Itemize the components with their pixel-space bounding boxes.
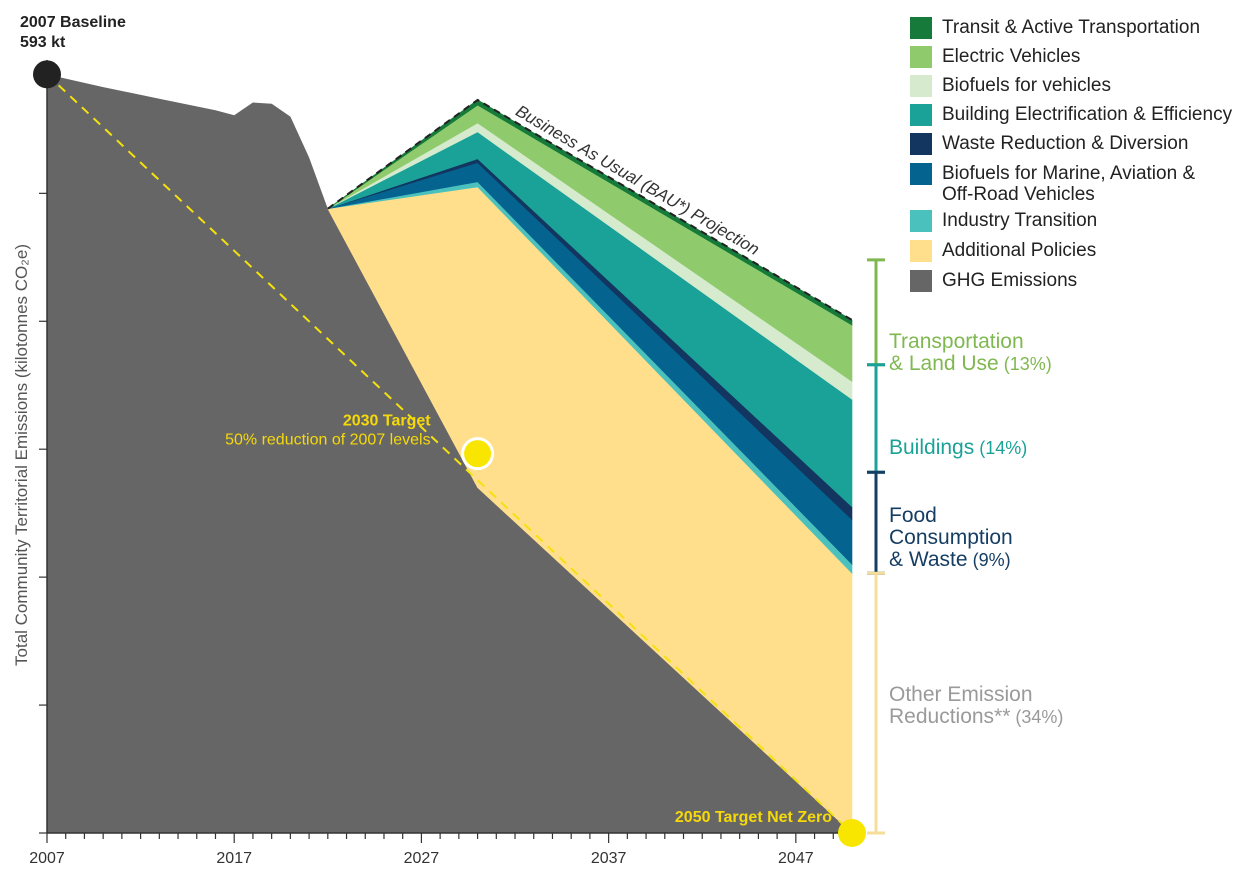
target-2030-title: 2030 Target — [343, 413, 431, 430]
legend-swatch — [910, 240, 932, 262]
category-percent: (34%) — [1010, 707, 1064, 727]
bracket-3 — [867, 571, 885, 835]
wedge-transit-active-transportation — [327, 99, 853, 326]
legend-swatch — [910, 75, 932, 97]
legend-label: GHG Emissions — [942, 270, 1078, 291]
baseline-value: 593 kt — [20, 34, 66, 51]
baseline-marker — [33, 60, 61, 89]
target-2050-marker — [838, 819, 866, 847]
x-tick-label: 2007 — [29, 850, 65, 867]
category-label: Other Emission Reductions** (34%) — [889, 684, 1063, 728]
bracket-0 — [867, 258, 885, 367]
category-name: Food Consumption & Waste — [889, 504, 1013, 571]
x-tick-label: 2037 — [591, 850, 627, 867]
target-2030-marker — [461, 437, 495, 471]
legend-label: Transit & Active Transportation — [942, 17, 1201, 38]
legend-swatch — [910, 163, 932, 185]
target-2030-subtitle: 50% reduction of 2007 levels — [225, 432, 430, 449]
x-tick-label: 2017 — [216, 850, 252, 867]
bau-projection-line — [327, 98, 853, 321]
category-percent: (9%) — [967, 550, 1011, 570]
target-2050-label: 2050 Target Net Zero — [675, 809, 832, 826]
legend-label: Biofuels for vehicles — [942, 75, 1111, 96]
category-percent: (14%) — [974, 438, 1028, 458]
bracket-1 — [867, 363, 885, 474]
category-name: Other Emission Reductions** — [889, 683, 1033, 728]
legend-swatch — [910, 270, 932, 292]
legend-swatch — [910, 210, 932, 232]
category-label: Buildings (14%) — [889, 437, 1027, 459]
category-label: Food Consumption & Waste (9%) — [889, 505, 1013, 571]
legend-label: Building Electrification & Efficiency — [942, 104, 1233, 125]
legend-label: Biofuels for Marine, Aviation & Off-Road… — [942, 163, 1196, 205]
legend-label: Electric Vehicles — [942, 46, 1081, 67]
category-name: Buildings — [889, 436, 975, 459]
category-percent: (13%) — [998, 354, 1052, 374]
baseline-label: 2007 Baseline — [20, 14, 126, 31]
legend-label: Additional Policies — [942, 240, 1097, 261]
legend-swatch — [910, 17, 932, 39]
x-tick-label: 2027 — [404, 850, 440, 867]
legend-swatch — [910, 104, 932, 126]
target-path-line — [46, 73, 853, 834]
x-tick-label: 2047 — [778, 850, 814, 867]
legend-label: Waste Reduction & Diversion — [942, 133, 1189, 154]
legend-swatch — [910, 46, 932, 68]
legend-swatch — [910, 133, 932, 155]
y-axis-label: Total Community Territorial Emissions (k… — [12, 244, 31, 666]
category-label: Transportation & Land Use (13%) — [889, 331, 1052, 375]
category-name: Transportation & Land Use — [889, 330, 1024, 375]
bracket-2 — [867, 470, 885, 575]
legend-label: Industry Transition — [942, 210, 1098, 231]
